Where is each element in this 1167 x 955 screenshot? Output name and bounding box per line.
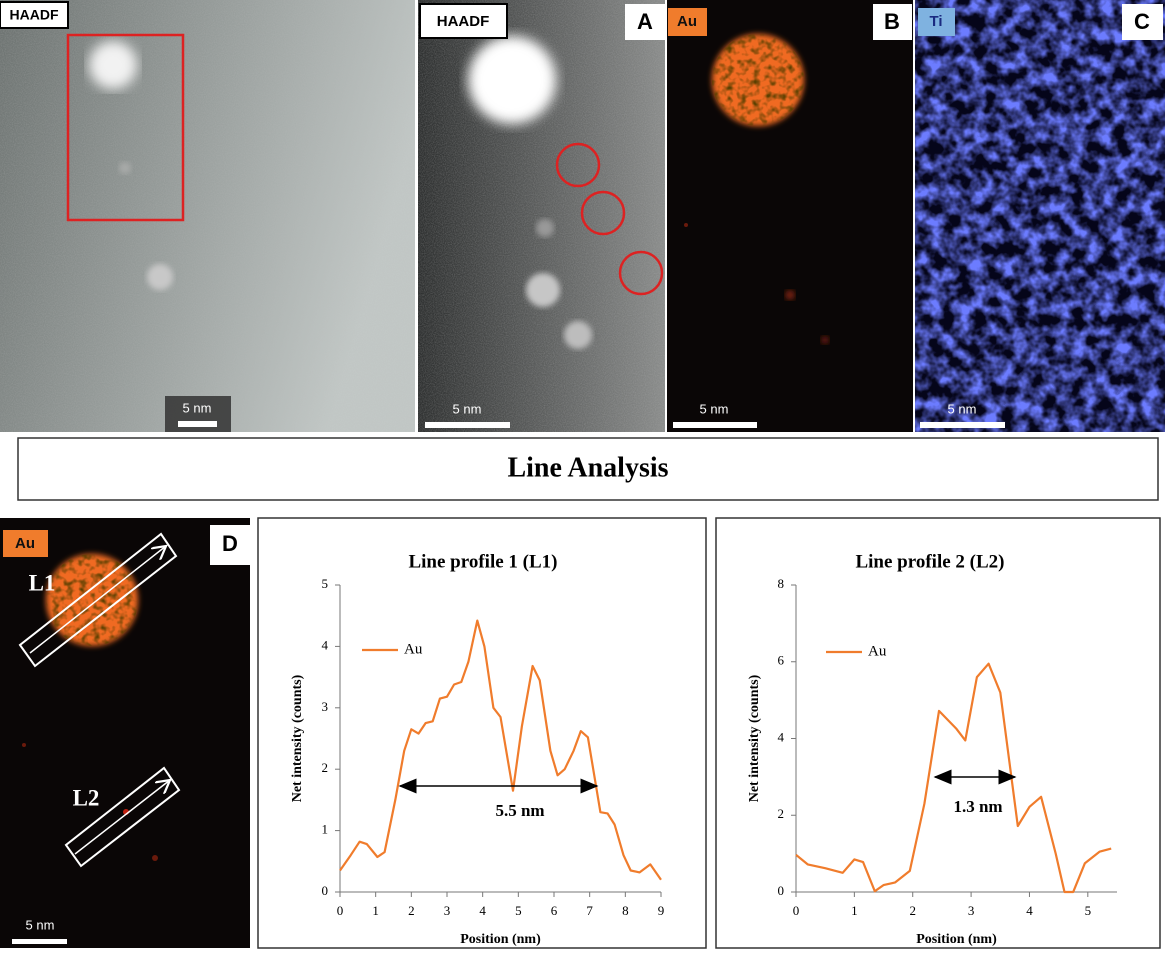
line-label: L2 [73, 785, 100, 810]
y-tick-label: 5 [322, 576, 329, 591]
panel-letter: B [884, 9, 900, 34]
section-title: Line Analysis [507, 452, 668, 483]
x-tick-label: 3 [968, 903, 975, 918]
haadf-overview-image: HAADF 5 nm [0, 0, 415, 432]
y-axis-label: Net intensity (counts) [290, 674, 305, 802]
panel-letter: D [222, 531, 238, 556]
x-tick-label: 4 [479, 903, 486, 918]
panel-label: Au [677, 13, 697, 30]
panel-label: Au [15, 535, 35, 552]
panel-letter: C [1134, 9, 1150, 34]
panel-label: Ti [929, 13, 942, 30]
panel-letter: A [637, 9, 653, 34]
x-tick-label: 4 [1026, 903, 1033, 918]
x-tick-label: 3 [444, 903, 451, 918]
x-tick-label: 9 [658, 903, 665, 918]
chart: Line profile 2 (L2) 0 2 4 6 8 0 1 2 3 4 5 Position (… [715, 517, 1161, 949]
panel-d-image: Au D L1 L2 5 nm [0, 518, 250, 948]
y-axis-label: Net intensity (counts) [747, 674, 762, 802]
panel-a-image: HAADF A 5 nm [418, 0, 665, 432]
y-tick-label: 6 [778, 653, 785, 668]
panel-b-image: Au B 5 nm [667, 0, 913, 432]
x-tick-label: 0 [793, 903, 800, 918]
annotation: 1.3 nm [953, 797, 1002, 816]
data-line [795, 662, 1112, 894]
x-tick-label: 5 [515, 903, 522, 918]
y-tick-label: 0 [778, 883, 785, 898]
scale-bar-label: 5 nm [183, 400, 212, 415]
x-tick-label: 5 [1085, 903, 1092, 918]
y-tick-label: 2 [778, 806, 785, 821]
annotation: 5.5 nm [495, 801, 544, 820]
legend-label: Au [404, 641, 423, 657]
x-tick-label: 2 [909, 903, 916, 918]
line-label: L1 [29, 570, 56, 595]
x-axis-label: Position (nm) [916, 932, 997, 947]
x-tick-label: 0 [337, 903, 344, 918]
chart: Line profile 1 (L1) 0 1 2 3 4 5 0 1 2 3 4 5 6 7 8 9 Posit… [257, 517, 707, 949]
panel-label: HAADF [10, 7, 59, 23]
chart-frame [257, 517, 707, 949]
x-tick-label: 8 [622, 903, 629, 918]
legend-label: Au [868, 643, 887, 659]
x-tick-label: 7 [586, 903, 593, 918]
y-tick-label: 2 [322, 760, 329, 775]
scale-bar-label: 5 nm [453, 401, 482, 416]
x-tick-label: 2 [408, 903, 415, 918]
x-tick-label: 6 [551, 903, 558, 918]
scale-bar-label: 5 nm [700, 401, 729, 416]
y-tick-label: 8 [778, 576, 785, 591]
chart-title: Line profile 1 (L1) [408, 551, 557, 572]
x-axis-label: Position (nm) [460, 932, 541, 947]
y-tick-label: 0 [322, 883, 329, 898]
panel-label: HAADF [437, 13, 490, 30]
chart-title: Line profile 2 (L2) [855, 551, 1004, 572]
scale-bar-label: 5 nm [26, 917, 55, 932]
panel-c-image: Ti C 5 nm [915, 0, 1165, 432]
y-tick-label: 4 [322, 637, 329, 652]
x-tick-label: 1 [372, 903, 379, 918]
y-tick-label: 3 [322, 699, 329, 714]
y-tick-label: 1 [322, 822, 329, 837]
section-box [17, 437, 1159, 501]
x-tick-label: 1 [851, 903, 858, 918]
scale-bar-label: 5 nm [948, 401, 977, 416]
y-tick-label: 4 [778, 729, 785, 744]
data-line [339, 619, 662, 881]
chart-frame [715, 517, 1161, 949]
